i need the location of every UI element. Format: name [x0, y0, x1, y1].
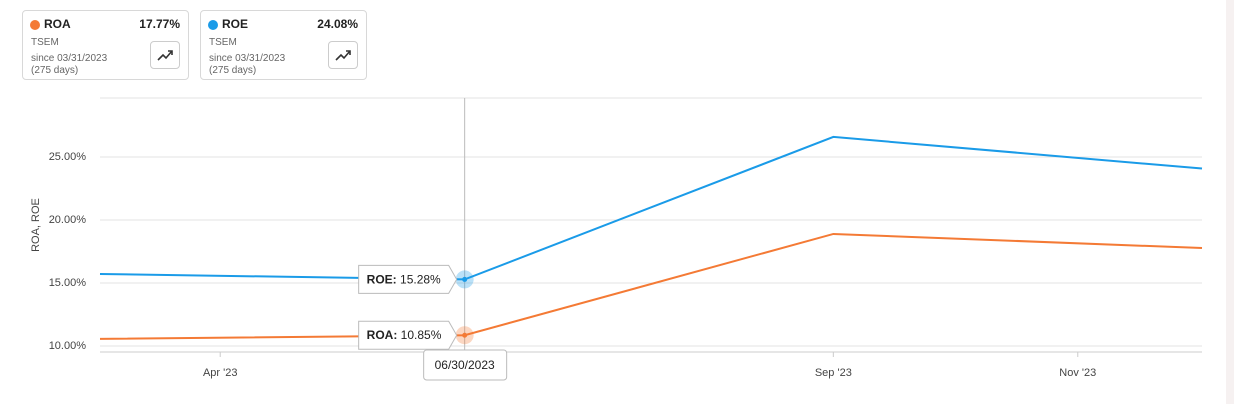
legend-card[interactable]: ROA 17.77% TSEM since 03/31/2023 (275 days): [22, 10, 189, 80]
legend-value: 24.08%: [317, 17, 358, 31]
tooltip-name: ROE: [367, 273, 393, 287]
date-box: [423, 349, 508, 381]
legend-dot: [30, 20, 40, 30]
legend-days: (275 days): [31, 65, 79, 76]
legend-value: 17.77%: [139, 17, 180, 31]
hover-point: [462, 332, 468, 338]
legend-since: since 03/31/2023: [31, 53, 108, 64]
x-tick-label: Nov '23: [1059, 367, 1096, 379]
tooltip: ROE: 15.28%: [358, 264, 458, 294]
tooltip-box: [358, 264, 458, 294]
tooltip-name: ROA: [367, 328, 394, 342]
tooltip-colon: :: [393, 273, 400, 287]
x-tick-label: Apr '23: [203, 367, 238, 379]
y-tick-label: 15.00%: [49, 277, 87, 289]
y-tick-label: 20.00%: [49, 214, 87, 226]
trend-button[interactable]: [328, 41, 358, 69]
legend-ticker: TSEM: [209, 37, 237, 48]
legend-dot: [208, 20, 218, 30]
trend-icon: [157, 50, 173, 61]
tooltip-date: 06/30/2023: [435, 358, 495, 372]
y-tick-label: 10.00%: [49, 340, 87, 352]
hover-point: [462, 276, 468, 282]
legend-name: ROE: [222, 17, 249, 31]
legend-days: (275 days): [209, 65, 257, 76]
legend-since: since 03/31/2023: [209, 53, 286, 64]
y-tick-label: 25.00%: [49, 151, 87, 163]
legend-ticker: TSEM: [31, 37, 59, 48]
series-line: [99, 135, 1203, 281]
series-line: [99, 232, 1203, 340]
legend-card[interactable]: ROE 24.08% TSEM since 03/31/2023 (275 days): [200, 10, 367, 80]
trend-icon: [335, 50, 351, 61]
tooltip: ROA: 10.85%: [358, 320, 458, 350]
trend-button[interactable]: [150, 41, 180, 69]
y-axis-label: ROA, ROE: [30, 198, 42, 252]
tooltip-text: ROE: 15.28%: [367, 273, 441, 287]
x-tick-label: Sep '23: [815, 367, 852, 379]
tooltip-text: ROA: 10.85%: [367, 328, 442, 342]
tooltip-colon: :: [393, 328, 400, 342]
tooltip-box: [358, 320, 458, 350]
legend-name: ROA: [44, 17, 71, 31]
side-strip: [1226, 0, 1234, 404]
tooltip-value: 15.28%: [400, 273, 441, 287]
tooltip-value: 10.85%: [401, 328, 442, 342]
